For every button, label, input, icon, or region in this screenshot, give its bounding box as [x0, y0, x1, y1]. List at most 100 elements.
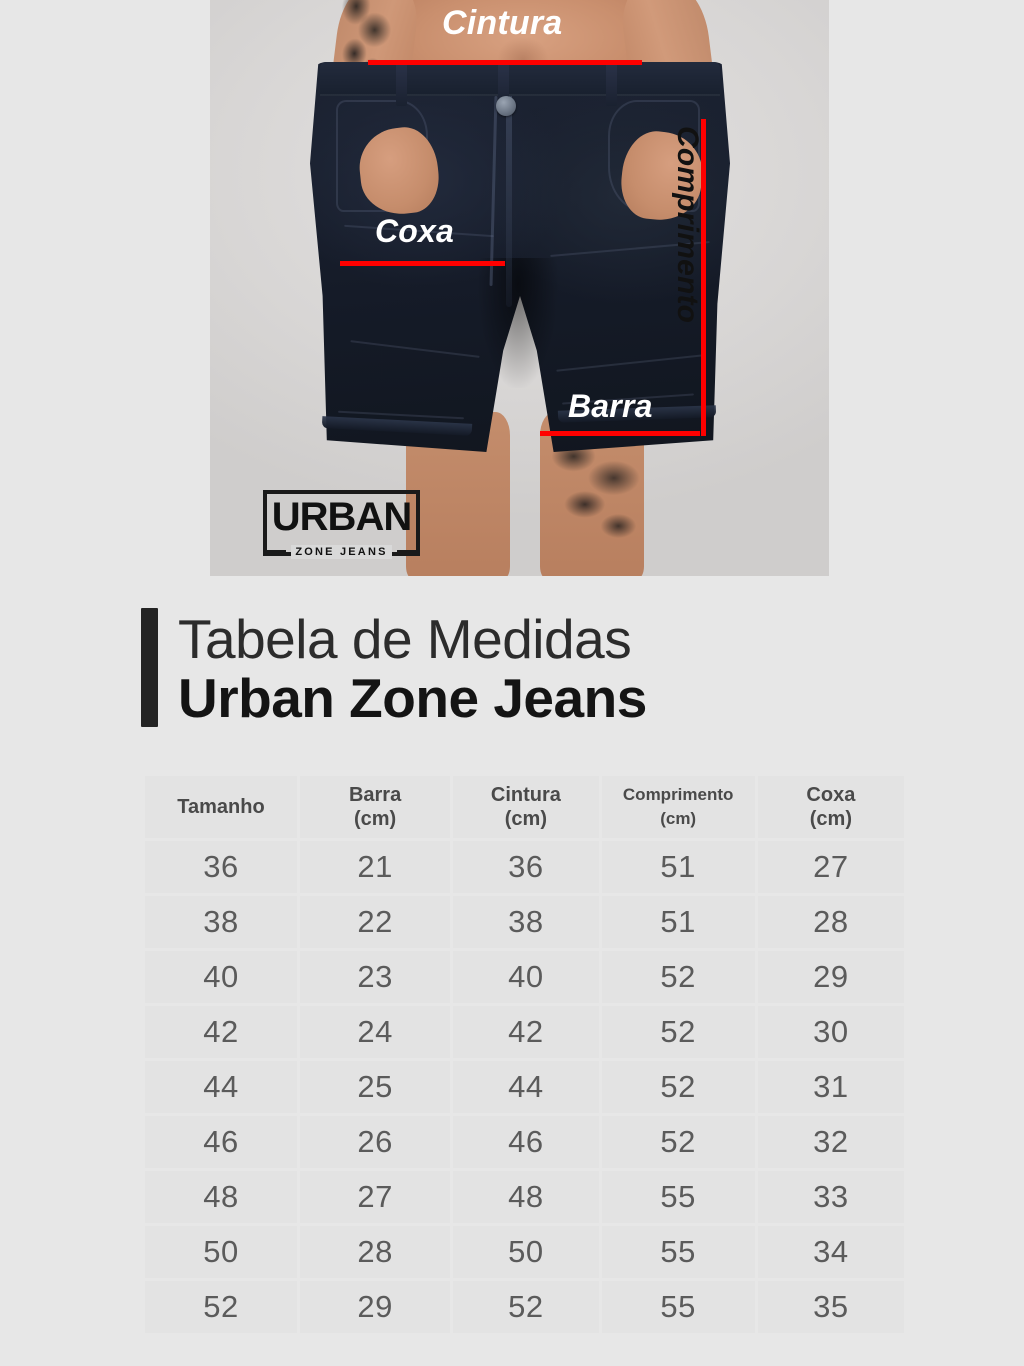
column-header-comprimento: Comprimento (cm)	[601, 776, 755, 838]
table-row: 40 23 40 52 29	[145, 951, 904, 1003]
cell-tamanho: 40	[145, 951, 297, 1003]
cell-tamanho: 42	[145, 1006, 297, 1058]
cell-comprimento: 52	[601, 1061, 755, 1113]
cell-cintura: 42	[453, 1006, 599, 1058]
header-label: Coxa	[806, 784, 856, 806]
cell-barra: 22	[299, 896, 451, 948]
header-unit: (cm)	[353, 808, 397, 830]
belt-loop	[396, 64, 407, 106]
cell-cintura: 44	[453, 1061, 599, 1113]
header-unit: (cm)	[504, 808, 547, 830]
table-row: 36 21 36 51 27	[145, 841, 904, 893]
cell-coxa: 29	[757, 951, 904, 1003]
cell-cintura: 46	[453, 1116, 599, 1168]
crotch-shadow	[478, 258, 558, 388]
header-label: Cintura	[490, 784, 561, 806]
cell-comprimento: 51	[601, 896, 755, 948]
cell-tamanho: 46	[145, 1116, 297, 1168]
table-row: 50 28 50 55 34	[145, 1226, 904, 1278]
column-header-coxa: Coxa (cm)	[757, 776, 904, 838]
cell-barra: 29	[299, 1281, 451, 1333]
cell-cintura: 50	[453, 1226, 599, 1278]
cell-barra: 28	[299, 1226, 451, 1278]
table-row: 42 24 42 52 30	[145, 1006, 904, 1058]
waist-button	[496, 96, 516, 116]
cell-coxa: 28	[757, 896, 904, 948]
cell-comprimento: 51	[601, 841, 755, 893]
column-header-barra: Barra (cm)	[299, 776, 451, 838]
cintura-measure-line	[368, 60, 642, 65]
cell-barra: 23	[299, 951, 451, 1003]
barra-measure-line	[540, 431, 700, 436]
logo-subtitle: ZONE JEANS	[291, 545, 392, 559]
cell-comprimento: 55	[601, 1281, 755, 1333]
cell-barra: 21	[299, 841, 451, 893]
cell-tamanho: 50	[145, 1226, 297, 1278]
size-chart-table: Tamanho Barra (cm) Cintura (cm) Comprime…	[142, 773, 907, 1336]
cell-comprimento: 52	[601, 1116, 755, 1168]
header-label: Comprimento	[622, 785, 734, 804]
header-unit: (cm)	[809, 808, 852, 830]
logo-wordmark: URBAN	[271, 495, 412, 539]
cell-cintura: 36	[453, 841, 599, 893]
cell-tamanho: 38	[145, 896, 297, 948]
belt-loop	[606, 64, 617, 106]
cell-cintura: 52	[453, 1281, 599, 1333]
table-row: 46 26 46 52 32	[145, 1116, 904, 1168]
logo-dash-left	[264, 550, 287, 554]
logo-dash-right	[396, 550, 419, 554]
cell-cintura: 48	[453, 1171, 599, 1223]
cell-coxa: 31	[757, 1061, 904, 1113]
comprimento-label: Comprimento	[671, 126, 704, 324]
table-row: 52 29 52 55 35	[145, 1281, 904, 1333]
cell-comprimento: 52	[601, 951, 755, 1003]
page-title: Tabela de Medidas Urban Zone Jeans	[141, 608, 647, 727]
column-header-cintura: Cintura (cm)	[453, 776, 599, 838]
cell-barra: 27	[299, 1171, 451, 1223]
cell-tamanho: 44	[145, 1061, 297, 1113]
cell-barra: 24	[299, 1006, 451, 1058]
fly	[506, 92, 512, 307]
comprimento-measure-line	[701, 119, 706, 436]
cell-tamanho: 52	[145, 1281, 297, 1333]
cell-coxa: 30	[757, 1006, 904, 1058]
cell-comprimento: 55	[601, 1171, 755, 1223]
cell-coxa: 33	[757, 1171, 904, 1223]
cell-cintura: 38	[453, 896, 599, 948]
cell-coxa: 27	[757, 841, 904, 893]
cell-barra: 25	[299, 1061, 451, 1113]
table-row: 38 22 38 51 28	[145, 896, 904, 948]
table-body: 36 21 36 51 27 38 22 38 51 28 40 23 40 5…	[145, 841, 904, 1333]
logo-subtitle-row: ZONE JEANS	[257, 543, 426, 561]
navy-shorts	[310, 62, 730, 452]
cell-comprimento: 52	[601, 1006, 755, 1058]
table-head: Tamanho Barra (cm) Cintura (cm) Comprime…	[145, 776, 904, 838]
cell-tamanho: 36	[145, 841, 297, 893]
title-text-group: Tabela de Medidas Urban Zone Jeans	[178, 608, 647, 727]
title-line-1: Tabela de Medidas	[178, 608, 632, 670]
header-label: Tamanho	[177, 796, 265, 818]
column-header-tamanho: Tamanho	[145, 776, 297, 838]
table-row: 44 25 44 52 31	[145, 1061, 904, 1113]
coxa-label: Coxa	[375, 213, 455, 249]
product-photo: Cintura Coxa Barra Comprimento URBAN ZON…	[210, 0, 829, 576]
barra-label: Barra	[568, 388, 653, 424]
brand-logo: URBAN ZONE JEANS	[263, 490, 420, 559]
title-line-2: Urban Zone Jeans	[178, 667, 647, 729]
cintura-label: Cintura	[442, 4, 563, 42]
cell-coxa: 32	[757, 1116, 904, 1168]
cell-coxa: 34	[757, 1226, 904, 1278]
waistband	[320, 62, 720, 96]
belt-loop	[498, 64, 509, 106]
title-accent-bar	[141, 608, 158, 727]
cell-cintura: 40	[453, 951, 599, 1003]
table-header-row: Tamanho Barra (cm) Cintura (cm) Comprime…	[145, 776, 904, 838]
table-row: 48 27 48 55 33	[145, 1171, 904, 1223]
header-unit: (cm)	[660, 809, 697, 828]
header-label: Barra	[348, 784, 402, 806]
cell-tamanho: 48	[145, 1171, 297, 1223]
coxa-measure-line	[340, 261, 505, 266]
cell-comprimento: 55	[601, 1226, 755, 1278]
cell-barra: 26	[299, 1116, 451, 1168]
cell-coxa: 35	[757, 1281, 904, 1333]
